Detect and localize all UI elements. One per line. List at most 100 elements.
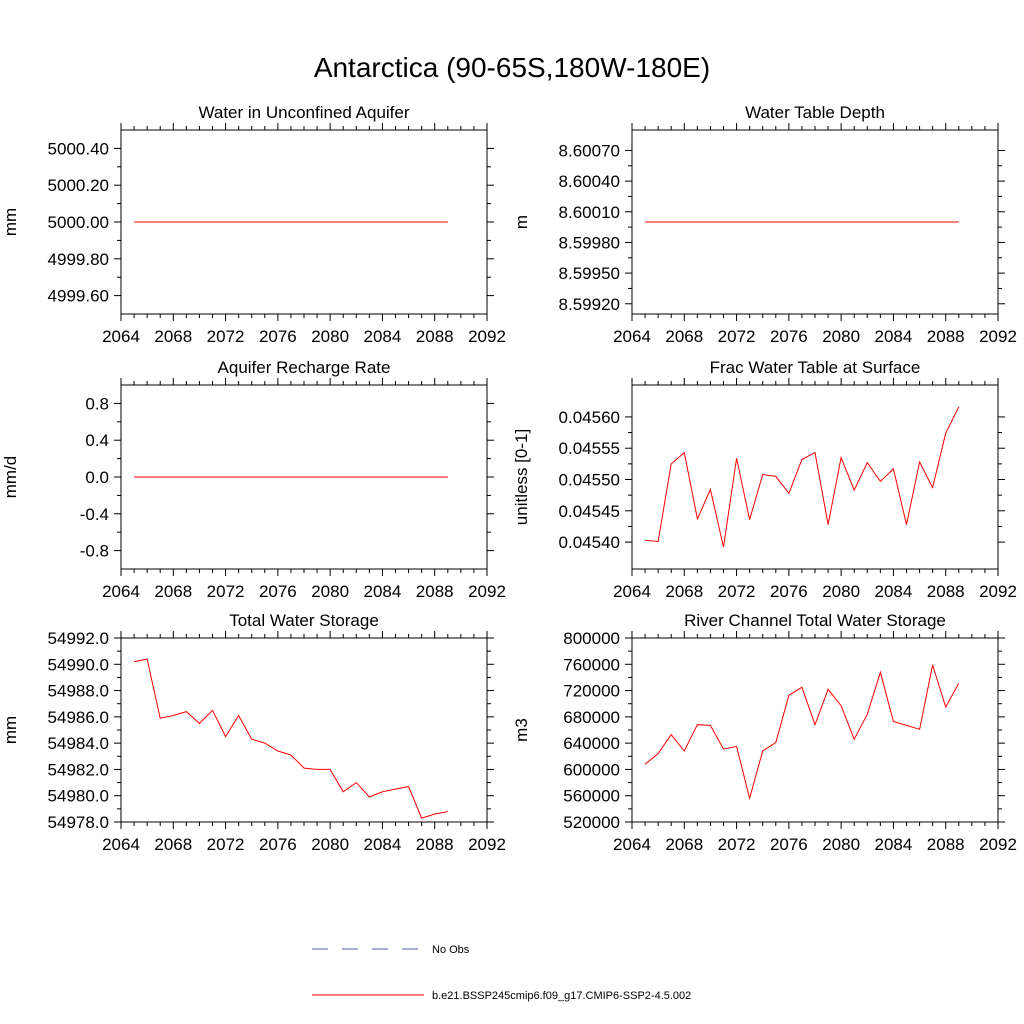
x-tick-label: 2076: [259, 327, 297, 346]
x-tick-label: 2072: [207, 327, 245, 346]
y-tick-label: 54980.0: [48, 787, 109, 806]
y-tick-label: 4999.60: [48, 287, 109, 306]
y-axis-label: unitless [0-1]: [512, 429, 531, 525]
x-tick-label: 2084: [875, 327, 913, 346]
series-line-1: [133, 658, 448, 819]
y-tick-label: 54988.0: [48, 682, 109, 701]
x-tick-label: 2080: [822, 835, 860, 854]
chart-panel-4: Frac Water Table at Surface unitless [0-1…: [512, 358, 1017, 601]
y-tick-label: 8.59920: [559, 295, 620, 314]
y-tick-label: 720000: [563, 682, 620, 701]
plot-frame: [120, 637, 488, 823]
x-tick-label: 2064: [613, 582, 651, 601]
y-tick-label: 5000.00: [48, 213, 109, 232]
y-tick-label: 54984.0: [48, 734, 109, 753]
chart-panel-2: Water Table Depth m 2064 2068 2072 2076 2080 20…: [512, 103, 1017, 346]
y-tick-label: 5000.40: [48, 139, 109, 158]
y-tick-label: 8.60040: [559, 172, 620, 191]
x-tick-label: 2084: [875, 835, 913, 854]
x-tick-label: 2072: [207, 835, 245, 854]
x-tick-label: 2064: [102, 327, 140, 346]
x-tick-label: 2076: [259, 582, 297, 601]
legend-obs-label: No Obs: [432, 944, 470, 956]
x-tick-label: 2084: [364, 327, 402, 346]
x-tick-label: 2064: [613, 835, 651, 854]
chart-panel-6: River Channel Total Water Storage m3 2064 2…: [512, 611, 1017, 854]
x-tick-label: 2092: [468, 835, 506, 854]
x-tick-label: 2068: [154, 327, 192, 346]
y-tick-label: 520000: [563, 813, 620, 832]
chart-title: Frac Water Table at Surface: [710, 358, 921, 377]
y-tick-label: 800000: [563, 629, 620, 648]
y-tick-label: 8.60070: [559, 141, 620, 160]
x-tick-label: 2068: [665, 327, 703, 346]
series-line-1: [645, 406, 960, 548]
y-tick-label: 54992.0: [48, 629, 109, 648]
x-tick-label: 2080: [311, 582, 349, 601]
y-tick-label: 680000: [563, 708, 620, 727]
x-tick-label: 2068: [665, 582, 703, 601]
x-tick-label: 2080: [822, 582, 860, 601]
x-tick-label: 2088: [927, 327, 965, 346]
legend: No Obs b.e21.BSSP245cmip6.f09_g17.CMIP6-…: [312, 944, 691, 1002]
x-tick-label: 2092: [468, 327, 506, 346]
chart-title: River Channel Total Water Storage: [684, 611, 946, 630]
y-tick-label: 54986.0: [48, 708, 109, 727]
y-axis-label: m: [512, 215, 531, 229]
page-title: Antarctica (90-65S,180W-180E): [313, 52, 711, 83]
y-tick-label: 0.04540: [559, 533, 620, 552]
x-tick-label: 2088: [416, 582, 454, 601]
plot-frame: [631, 637, 999, 823]
x-tick-label: 2076: [770, 327, 808, 346]
y-tick-label: 0.04560: [559, 408, 620, 427]
chart-panel-3: Aquifer Recharge Rate mm/d 2064 2068 2072 207…: [1, 358, 506, 601]
y-tick-label: 0.04555: [559, 439, 620, 458]
y-tick-label: -0.8: [80, 542, 109, 561]
y-tick-label: 4999.80: [48, 250, 109, 269]
x-tick-label: 2084: [364, 835, 402, 854]
y-tick-label: -0.4: [80, 505, 109, 524]
y-axis-label: mm: [1, 208, 20, 236]
x-tick-label: 2092: [979, 835, 1017, 854]
x-tick-label: 2064: [613, 327, 651, 346]
y-axis-label: mm/d: [1, 456, 20, 499]
x-tick-label: 2072: [718, 835, 756, 854]
x-tick-label: 2080: [311, 835, 349, 854]
x-tick-label: 2088: [927, 582, 965, 601]
x-tick-label: 2064: [102, 582, 140, 601]
x-tick-label: 2084: [364, 582, 402, 601]
x-tick-label: 2084: [875, 582, 913, 601]
x-tick-label: 2072: [718, 582, 756, 601]
legend-model-label: b.e21.BSSP245cmip6.f09_g17.CMIP6-SSP2-4.…: [432, 990, 691, 1002]
x-tick-label: 2092: [979, 327, 1017, 346]
chart-panel-1: Water in Unconfined Aquifer mm 2064 2068 207…: [1, 103, 506, 346]
x-tick-label: 2064: [102, 835, 140, 854]
series-line-1: [644, 664, 960, 801]
x-tick-label: 2076: [770, 582, 808, 601]
y-tick-label: 0.04550: [559, 471, 620, 490]
x-tick-label: 2076: [259, 835, 297, 854]
x-tick-label: 2092: [979, 582, 1017, 601]
y-tick-label: 5000.20: [48, 176, 109, 195]
x-tick-label: 2088: [927, 835, 965, 854]
x-tick-label: 2068: [665, 835, 703, 854]
chart-title: Aquifer Recharge Rate: [218, 358, 391, 377]
y-tick-label: 54990.0: [48, 655, 109, 674]
y-tick-label: 54978.0: [48, 813, 109, 832]
y-tick-label: 0.4: [85, 431, 109, 450]
y-tick-label: 0.0: [85, 468, 109, 487]
y-axis-label: m3: [512, 718, 531, 742]
chart-title: Total Water Storage: [229, 611, 379, 630]
x-tick-label: 2080: [822, 327, 860, 346]
y-tick-label: 8.60010: [559, 203, 620, 222]
plot-frame: [631, 384, 999, 570]
x-tick-label: 2088: [416, 835, 454, 854]
y-tick-label: 760000: [563, 655, 620, 674]
x-tick-label: 2072: [207, 582, 245, 601]
chart-panel-5: Total Water Storage mm 2064 2068 2072 2076 208…: [1, 611, 506, 854]
y-tick-label: 0.04545: [559, 502, 620, 521]
y-tick-label: 560000: [563, 787, 620, 806]
x-tick-label: 2088: [416, 327, 454, 346]
x-tick-label: 2072: [718, 327, 756, 346]
